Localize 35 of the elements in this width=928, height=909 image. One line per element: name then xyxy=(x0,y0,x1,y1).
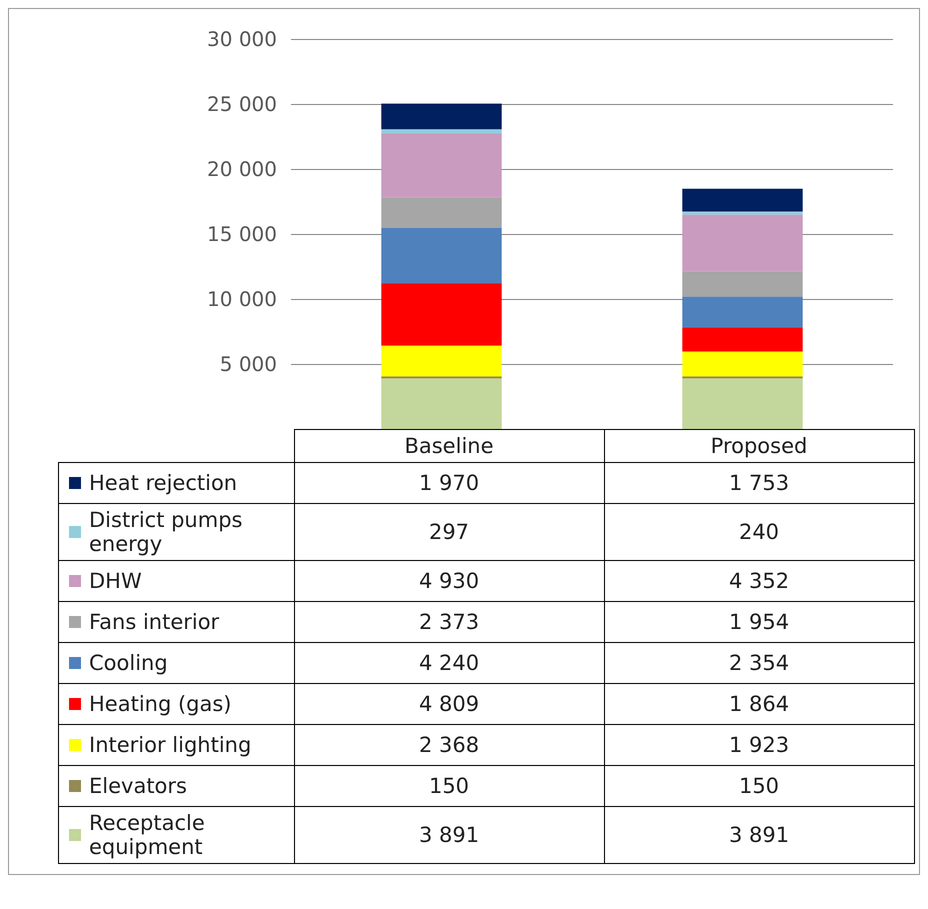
legend-label: Interior lighting xyxy=(89,733,252,757)
data-label: 2 354 xyxy=(604,642,914,684)
y-tick-label: 20 000 xyxy=(207,157,277,181)
data-label: 2 373 xyxy=(294,602,604,642)
data-label: 4 930 xyxy=(294,560,604,602)
data-label: 1 923 xyxy=(604,724,914,766)
data-label: 1 864 xyxy=(604,684,914,724)
legend-label: DHW xyxy=(89,569,142,593)
x-tick-label: Proposed xyxy=(604,430,914,462)
y-tick-label: 15 000 xyxy=(207,222,277,246)
data-label: 150 xyxy=(294,766,604,806)
data-label: 4 352 xyxy=(604,560,914,602)
data-label: 240 xyxy=(604,504,914,560)
legend-label: Elevators xyxy=(89,774,187,798)
legend-label: District pumps energy xyxy=(89,508,244,556)
legend-label: Cooling xyxy=(89,651,168,675)
data-label: 2 368 xyxy=(294,724,604,766)
data-label: 1 954 xyxy=(604,602,914,642)
data-label: 150 xyxy=(604,766,914,806)
y-tick-label: 5 000 xyxy=(220,352,277,376)
x-tick-label: Baseline xyxy=(294,430,604,462)
data-label: 4 809 xyxy=(294,684,604,724)
data-label: 297 xyxy=(294,504,604,560)
legend-label: Fans interior xyxy=(89,610,220,634)
data-label: 3 891 xyxy=(294,806,604,864)
data-label: 1 753 xyxy=(604,462,914,504)
legend-label: Receptacle equipment xyxy=(89,811,206,859)
y-tick-label: 10 000 xyxy=(207,287,277,311)
data-label: 4 240 xyxy=(294,642,604,684)
legend-label: Heating (gas) xyxy=(89,692,232,716)
y-tick-label: 30 000 xyxy=(207,27,277,51)
data-label: 3 891 xyxy=(604,806,914,864)
legend-label: Heat rejection xyxy=(89,471,238,495)
data-label: 1 970 xyxy=(294,462,604,504)
y-tick-label: 25 000 xyxy=(207,92,277,116)
